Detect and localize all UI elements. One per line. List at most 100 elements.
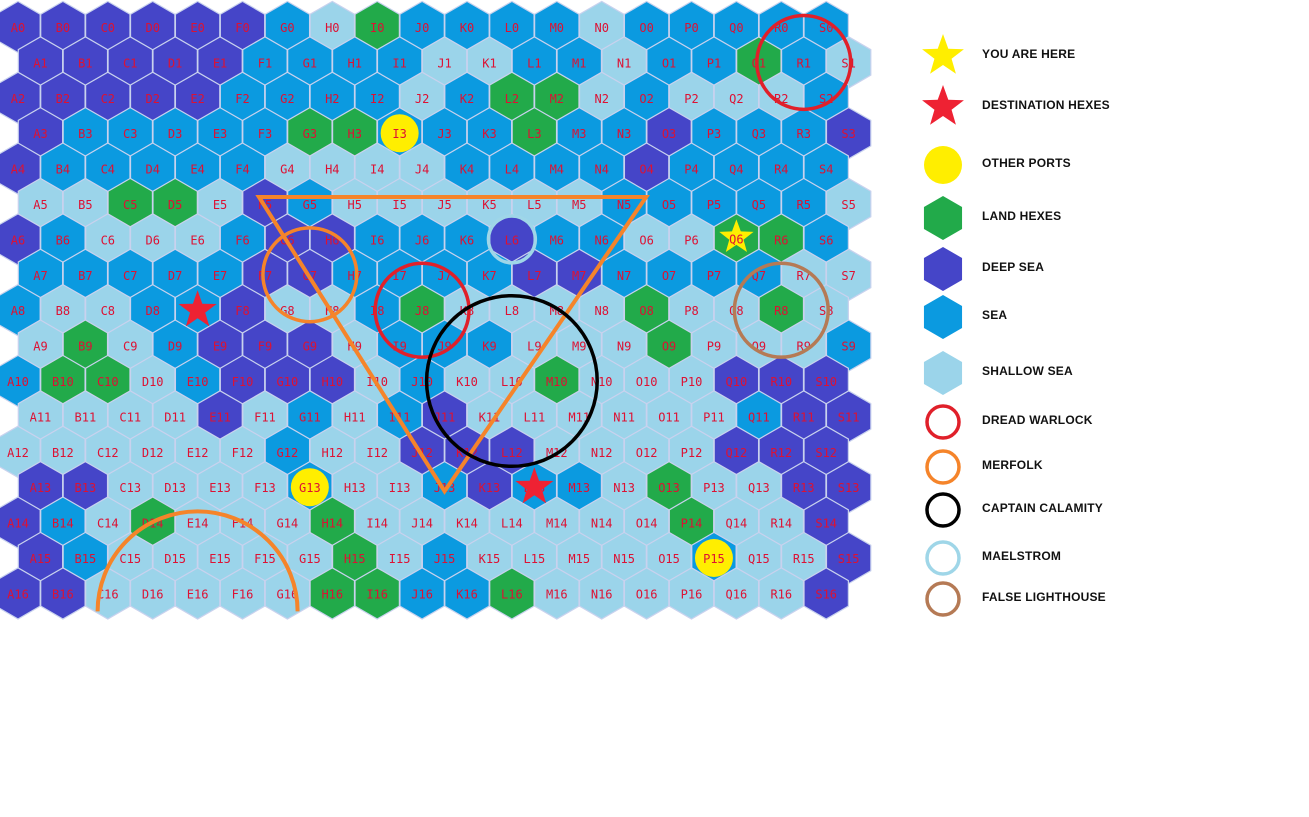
hex-label: O4 — [639, 163, 653, 177]
hex-cell: K16 — [444, 567, 490, 620]
hex-label: M7 — [572, 269, 586, 283]
hex-label: P16 — [681, 587, 703, 601]
hex-label: G1 — [303, 56, 317, 70]
hex-label: C10 — [97, 375, 119, 389]
hex-label: K16 — [456, 587, 478, 601]
hex-label: M14 — [546, 517, 568, 531]
hex-label: M11 — [568, 410, 590, 424]
port-marker — [290, 468, 329, 507]
hex-cell: M10 — [534, 354, 580, 408]
hex-cell: D12 — [129, 425, 176, 479]
hex-label: O16 — [636, 587, 658, 601]
hex-label: Q15 — [748, 552, 770, 566]
hex-label: B16 — [52, 587, 74, 601]
hex-label: B11 — [75, 410, 97, 424]
map-legend: YOU ARE HERE DESTINATION HEXES OTHER POR… — [918, 30, 1298, 630]
maelstrom-ring — [486, 214, 538, 265]
hex-label: B12 — [52, 446, 74, 460]
hex-label: Q10 — [726, 375, 748, 389]
hex-cell: A7 — [17, 248, 64, 302]
hex-label: J0 — [415, 21, 429, 35]
legend-label: CAPTAIN CALAMITY — [982, 501, 1103, 515]
hex-label: S14 — [815, 517, 837, 531]
hex-label: E9 — [213, 340, 227, 354]
hex-cell: S16 — [803, 567, 849, 620]
hex-label: C12 — [97, 446, 119, 460]
hex-label: K3 — [482, 127, 496, 141]
hex-label: G14 — [277, 517, 299, 531]
hex-label: G5 — [303, 198, 317, 212]
hex-label: E14 — [187, 517, 209, 531]
hex-label: P0 — [684, 21, 698, 35]
hex-label: M16 — [546, 587, 568, 601]
hex-label: I2 — [370, 92, 384, 106]
legend-item-captain-calamity: CAPTAIN CALAMITY — [918, 488, 1298, 528]
hex-label: A3 — [33, 127, 47, 141]
legend-ring-shape — [925, 581, 961, 617]
hex-label: D2 — [145, 92, 159, 106]
hex-cell: E10 — [174, 354, 221, 408]
hex-label: M1 — [572, 56, 586, 70]
hex-label: D16 — [142, 587, 164, 601]
hex-label: B8 — [56, 304, 70, 318]
hex-label: R5 — [797, 198, 811, 212]
hex-label: E6 — [190, 233, 204, 247]
hex-label: A9 — [33, 340, 47, 354]
hex-label: R11 — [793, 410, 815, 424]
hex-label: C6 — [101, 233, 115, 247]
hex-label: D3 — [168, 127, 182, 141]
hex-label: B7 — [78, 269, 92, 283]
hex-label: D5 — [168, 198, 182, 212]
hex-label: F1 — [258, 56, 272, 70]
hex-label: O0 — [639, 21, 653, 35]
hex-label: B1 — [78, 56, 92, 70]
hex-cell: H16 — [309, 567, 356, 620]
hex-label: F4 — [235, 163, 249, 177]
hex-label: R14 — [770, 517, 792, 531]
hex-label: J16 — [411, 587, 433, 601]
hex-label: I13 — [389, 481, 411, 495]
hex-label: N15 — [613, 552, 635, 566]
hex-label: B3 — [78, 127, 92, 141]
hex-label: L4 — [505, 163, 519, 177]
hex-label: D10 — [142, 375, 164, 389]
hex-label: H3 — [348, 127, 362, 141]
hex-label: G11 — [299, 410, 321, 424]
hex-cell: B10 — [40, 354, 86, 408]
merfolk-arc-zone — [95, 509, 300, 612]
hex-grid: A0 B0 C0 D0 E0 F0 G0 H0 I0 J0 K0 L0 M0 N0 O0 P0 Q0 R0 S0A1… — [0, 0, 872, 620]
hex-label: N8 — [594, 304, 608, 318]
hex-label: C3 — [123, 127, 137, 141]
hex-label: F11 — [254, 410, 276, 424]
hex-label: F15 — [254, 552, 276, 566]
hex-cell: L11 — [511, 390, 558, 443]
hex-label: M6 — [550, 233, 564, 247]
hex-label: M13 — [568, 481, 590, 495]
hex-label: D15 — [164, 552, 186, 566]
destination-star-icon — [515, 467, 554, 504]
hex-cell: M5 — [556, 177, 603, 231]
hex-label: M9 — [572, 340, 586, 354]
merfolk-ring — [261, 226, 359, 324]
hex-label: A14 — [7, 517, 29, 531]
brown-ring-icon — [925, 581, 961, 617]
hex-label: O6 — [639, 233, 653, 247]
hex-label: O14 — [636, 517, 658, 531]
hex-label: P2 — [684, 92, 698, 106]
hex-label: N10 — [591, 375, 613, 389]
hex-label: E16 — [187, 587, 209, 601]
legend-label: SHALLOW SEA — [982, 364, 1073, 378]
hex-cell: Q13 — [736, 460, 782, 514]
hex-label: G16 — [277, 587, 299, 601]
hex-label: N9 — [617, 340, 631, 354]
hex-label: C8 — [101, 304, 115, 318]
encounter-overlays — [95, 13, 853, 612]
hex-label: S5 — [841, 198, 855, 212]
hex-label: A0 — [11, 21, 25, 35]
hex-label: C7 — [123, 269, 137, 283]
hex-label: P13 — [703, 481, 725, 495]
hex-label: B0 — [56, 21, 70, 35]
legend-ring-shape — [925, 492, 961, 528]
hex-label: S4 — [819, 163, 833, 177]
hex-cell: K11 — [466, 390, 513, 443]
